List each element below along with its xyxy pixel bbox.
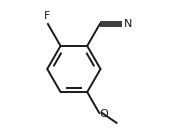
Text: F: F <box>44 11 50 21</box>
Text: O: O <box>100 108 109 119</box>
Text: N: N <box>124 19 132 29</box>
